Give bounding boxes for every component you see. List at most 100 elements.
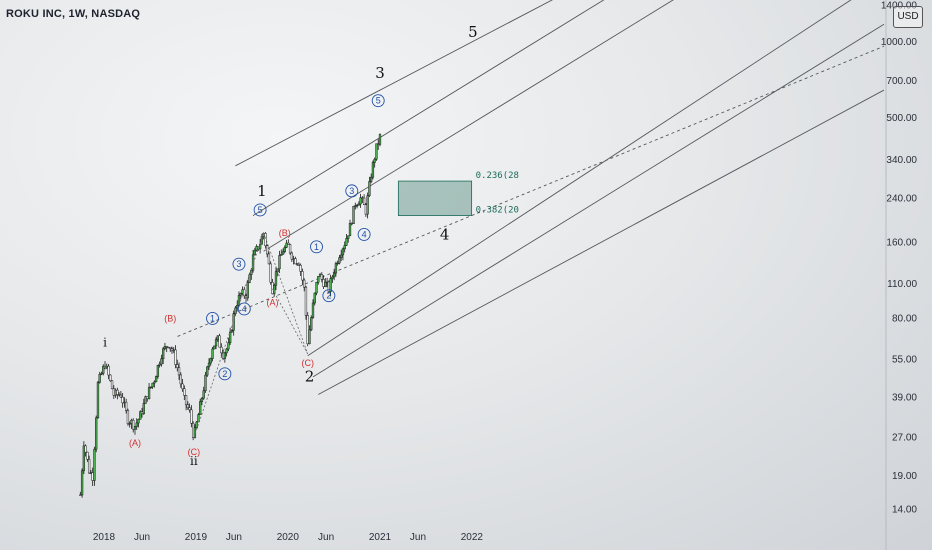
candle-body bbox=[190, 409, 193, 424]
candle-body bbox=[331, 276, 334, 279]
candle-body bbox=[204, 374, 207, 391]
impulse-wave-label: 3 bbox=[236, 259, 241, 269]
corrective-wave-label: (C) bbox=[301, 358, 314, 368]
candle-body bbox=[225, 348, 228, 354]
price-tick-label: 39.00 bbox=[892, 392, 917, 403]
price-tick-label: 27.00 bbox=[892, 433, 917, 444]
candle-body bbox=[324, 281, 327, 287]
primary-wave-label: 3 bbox=[375, 64, 385, 82]
candle-body bbox=[200, 397, 204, 402]
time-tick-label: Jun bbox=[134, 532, 150, 543]
impulse-wave-circle bbox=[371, 94, 385, 108]
candle-body bbox=[368, 181, 371, 196]
candle-body bbox=[304, 286, 308, 316]
impulse-wave-label: 4 bbox=[242, 304, 247, 314]
price-tick-label: 160.00 bbox=[886, 238, 917, 249]
candle-body bbox=[119, 394, 123, 398]
candle-body bbox=[86, 451, 89, 460]
channel-line-6 bbox=[318, 89, 885, 395]
currency-badge[interactable]: USD bbox=[893, 6, 923, 28]
candle-body bbox=[336, 262, 339, 265]
candle-body bbox=[362, 197, 366, 206]
corrective-wave-label: (B) bbox=[164, 313, 176, 323]
impulse-wave-label: 3 bbox=[349, 186, 354, 196]
candle-body bbox=[202, 390, 205, 399]
primary-wave-label: 1 bbox=[257, 182, 267, 200]
candle-body bbox=[232, 313, 235, 331]
corrective-wave-label: (B) bbox=[279, 228, 291, 238]
candle-body bbox=[220, 346, 223, 354]
candle-body bbox=[301, 271, 304, 281]
candle-body bbox=[290, 252, 293, 260]
impulse-wave-label: 4 bbox=[362, 229, 367, 239]
impulse-wave-circle bbox=[357, 227, 371, 241]
candle-body bbox=[308, 329, 311, 345]
candle-body bbox=[197, 414, 200, 423]
candle-body bbox=[126, 410, 130, 424]
impulse-wave-circle bbox=[253, 203, 267, 217]
candle-body bbox=[248, 274, 251, 283]
corrective-wave-label: (A) bbox=[266, 298, 278, 308]
candle-body bbox=[345, 238, 348, 246]
candle-body bbox=[184, 395, 188, 406]
candle-body bbox=[183, 388, 186, 396]
candle-body bbox=[227, 342, 230, 350]
time-tick-label: 2022 bbox=[461, 532, 484, 543]
candle-body bbox=[80, 470, 84, 496]
time-tick-label: Jun bbox=[318, 532, 334, 543]
candle-body bbox=[334, 263, 338, 274]
candle-body bbox=[375, 143, 378, 160]
candle-body bbox=[156, 365, 160, 377]
price-tick-label: 80.00 bbox=[892, 314, 917, 325]
candle-body bbox=[98, 374, 101, 383]
candle-body bbox=[125, 401, 128, 411]
impulse-wave-label: 5 bbox=[376, 96, 381, 106]
candle-body bbox=[329, 278, 332, 292]
candle-body bbox=[174, 349, 177, 365]
candle-body bbox=[116, 389, 119, 395]
candle-body bbox=[269, 263, 272, 283]
price-tick-label: 240.00 bbox=[886, 193, 917, 204]
candle-body bbox=[352, 205, 355, 225]
candle-body bbox=[153, 381, 156, 384]
candle-body bbox=[188, 407, 191, 411]
candle-body bbox=[266, 245, 269, 255]
candle-body bbox=[132, 419, 135, 430]
candle-body bbox=[359, 197, 362, 205]
impulse-wave-label: 2 bbox=[222, 369, 227, 379]
channel-line-5 bbox=[312, 23, 885, 378]
candle-body bbox=[149, 386, 152, 388]
candle-body bbox=[142, 403, 145, 415]
channel-line-3 bbox=[263, 0, 674, 252]
candle-body bbox=[181, 383, 184, 390]
candle-body bbox=[378, 134, 382, 145]
candle-body bbox=[109, 374, 112, 381]
impulse-wave-circle bbox=[218, 367, 232, 381]
candle-body bbox=[373, 158, 376, 163]
corrective-wave-label: (A) bbox=[129, 438, 141, 448]
candle-body bbox=[137, 419, 140, 424]
candle-body bbox=[371, 162, 375, 178]
candle-body bbox=[133, 426, 137, 430]
candle-body bbox=[274, 271, 278, 286]
candle-body bbox=[278, 255, 281, 270]
candle-body bbox=[162, 348, 165, 360]
candle-body bbox=[357, 203, 360, 206]
candle-body bbox=[151, 382, 154, 388]
candle-body bbox=[230, 330, 234, 333]
candle-body bbox=[79, 494, 82, 496]
candle-body bbox=[139, 411, 142, 420]
candle-body bbox=[95, 417, 98, 450]
candle-body bbox=[199, 401, 202, 415]
candle-body bbox=[218, 335, 221, 348]
candle-body bbox=[84, 445, 87, 453]
impulse-wave-label: 2 bbox=[326, 291, 331, 301]
candle-body bbox=[177, 367, 181, 376]
channel-line-2 bbox=[252, 0, 605, 216]
candle-body bbox=[366, 195, 369, 215]
candle-body bbox=[163, 346, 167, 350]
price-tick-label: 340.00 bbox=[886, 155, 917, 166]
candle-body bbox=[288, 244, 292, 254]
